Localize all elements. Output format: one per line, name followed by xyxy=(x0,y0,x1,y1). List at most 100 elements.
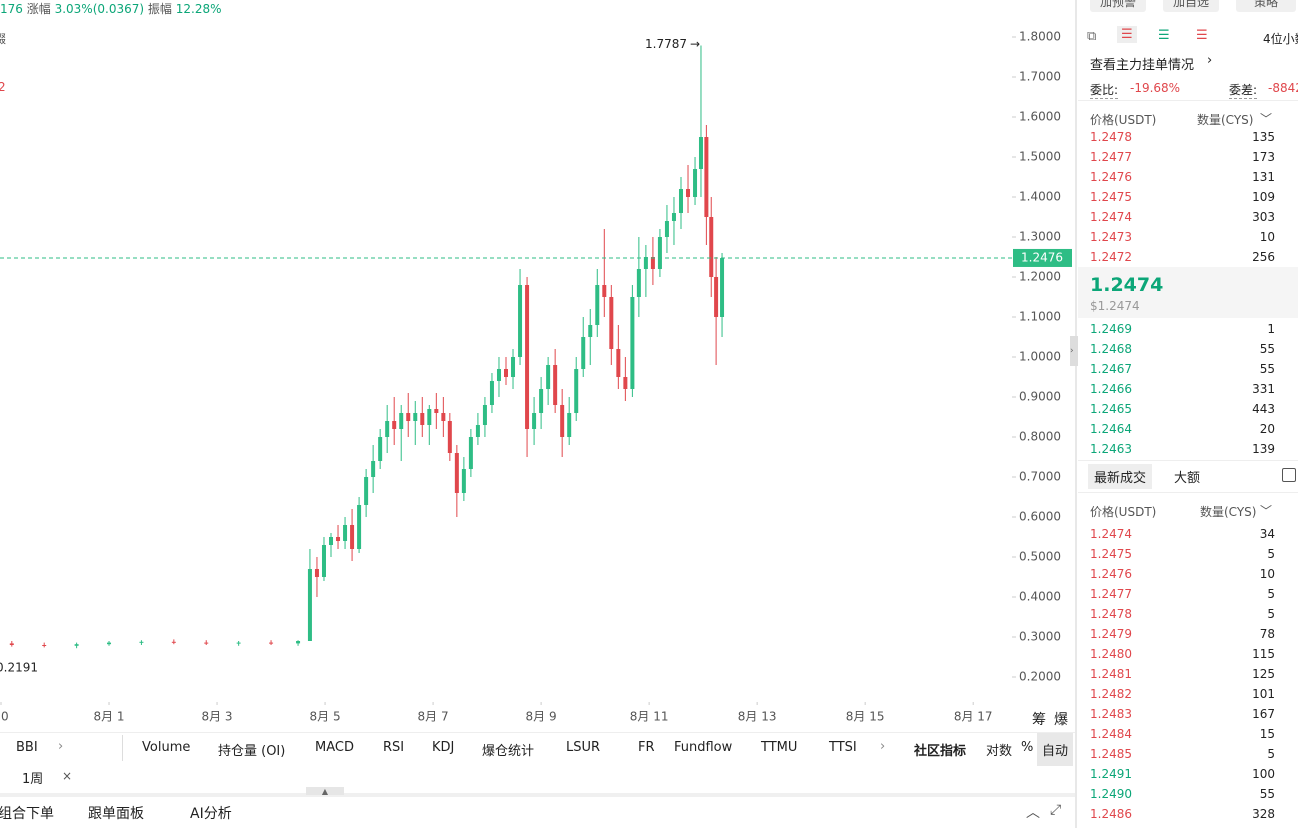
y-tick-label: 1.1000 xyxy=(1019,310,1061,324)
bottom-tab[interactable]: 跟单面板 xyxy=(88,806,144,822)
percent-toggle[interactable]: % xyxy=(1021,740,1034,755)
trades-tab[interactable]: 最新成交 xyxy=(1088,464,1153,489)
icon[interactable]: ☰ xyxy=(1117,26,1137,43)
community-indicators[interactable]: 社区指标 xyxy=(914,744,967,759)
indicator-tab[interactable]: KDJ xyxy=(432,740,455,755)
candle-body xyxy=(671,213,676,221)
change-label: 涨幅 xyxy=(26,2,51,16)
x-tick-label: 8月 9 xyxy=(526,710,557,724)
axis-button[interactable]: 爆 xyxy=(1054,712,1068,728)
expand-icon[interactable]: ⤢ xyxy=(1050,802,1062,818)
candle xyxy=(671,197,676,245)
price: 1.2490 xyxy=(1090,787,1132,801)
y-tick-label: 0.8000 xyxy=(1019,430,1061,444)
splitter-handle[interactable]: ▲ xyxy=(306,787,344,796)
indicator-tab[interactable]: Fundflow xyxy=(674,740,733,755)
price: 1.2464 xyxy=(1090,422,1132,436)
divider xyxy=(1078,460,1298,461)
price: 1.2486 xyxy=(1090,807,1132,821)
icon[interactable]: ⧉ xyxy=(1087,29,1097,44)
price: 1.2469 xyxy=(1090,322,1132,336)
min-annotation: 0.2191 xyxy=(0,661,38,675)
axis-button[interactable]: 筹 xyxy=(1032,712,1046,728)
indicator-tab[interactable]: RSI xyxy=(383,740,405,755)
indicator-bar: BBI › Volume 持仓量 (OI) MACD RSI KDJ 爆仓统计 LSUR FR… xyxy=(0,732,1075,766)
auto-toggle[interactable]: 自动 xyxy=(1037,733,1074,766)
indicator-tab[interactable]: TTSI xyxy=(829,740,857,755)
candle-body xyxy=(343,525,348,541)
candle-body xyxy=(511,357,516,377)
candle xyxy=(643,245,648,297)
candle-body xyxy=(350,525,355,549)
panel-toggle[interactable]: › xyxy=(1070,336,1078,366)
indicator-tab[interactable]: 持仓量 (OI) xyxy=(218,744,286,759)
trade-row: 1.2483 167 xyxy=(1090,704,1275,724)
collapse-icon[interactable]: ︿ xyxy=(1026,805,1040,821)
checkbox[interactable] xyxy=(1282,468,1296,482)
strategy-button[interactable]: 策略 xyxy=(1236,0,1296,12)
decimals-select[interactable]: 4位小数 xyxy=(1263,32,1298,46)
candle-body xyxy=(454,453,459,493)
splitter xyxy=(0,793,1075,797)
candle-body xyxy=(574,369,579,413)
quantity: 55 xyxy=(1259,787,1275,801)
y-tick-label: 0.7000 xyxy=(1019,470,1061,484)
candle xyxy=(441,397,446,437)
candle-body xyxy=(609,297,614,349)
candle-body xyxy=(336,537,341,541)
change: 3.03%(0.0367) xyxy=(54,2,145,16)
divider xyxy=(1078,492,1298,493)
candle-body xyxy=(329,537,334,545)
bottom-tab[interactable]: AI分析 xyxy=(190,806,232,822)
quantity: 328 xyxy=(1252,807,1275,821)
candle-body xyxy=(664,221,669,237)
icon[interactable]: ☰ xyxy=(1158,28,1170,43)
x-tick-label: 8月 11 xyxy=(630,710,669,724)
y-tick-label: 1.2000 xyxy=(1019,270,1061,284)
candle xyxy=(269,640,274,645)
main-orders-link[interactable]: 查看主力挂单情况 xyxy=(1090,58,1195,73)
indicator-tab[interactable]: MACD xyxy=(315,740,354,755)
chevron[interactable]: ﹀ xyxy=(1260,112,1273,126)
ask-row: 1.2472 256 xyxy=(1090,247,1275,267)
quantity: 167 xyxy=(1252,707,1275,721)
candle xyxy=(107,641,112,646)
indicator-tab[interactable]: Volume xyxy=(142,740,191,755)
candle-body xyxy=(616,349,621,377)
candle-body xyxy=(650,257,655,269)
indicator-tab[interactable]: FR xyxy=(638,740,655,755)
y-tick-label: 0.9000 xyxy=(1019,390,1061,404)
chevron[interactable]: › xyxy=(58,739,64,754)
candle xyxy=(518,269,523,365)
watch-button[interactable]: 加自选 xyxy=(1163,0,1219,12)
quantity: 15 xyxy=(1259,727,1275,741)
quantity: 131 xyxy=(1252,170,1275,184)
diff: -8842 xyxy=(1268,81,1298,95)
price: 1.2476 xyxy=(1090,170,1132,184)
chevron[interactable]: ﹀ xyxy=(1260,504,1273,518)
log-toggle[interactable]: 对数 xyxy=(986,744,1013,759)
indicator-tab[interactable]: 爆仓统计 xyxy=(482,744,535,759)
bid-row: 1.2463 139 xyxy=(1090,439,1275,459)
candle-body xyxy=(420,413,425,425)
candle-body xyxy=(602,285,607,297)
indicator-tab[interactable]: TTMU xyxy=(761,740,798,755)
arrow: → xyxy=(690,37,700,51)
quantity: 5 xyxy=(1267,587,1275,601)
close-icon[interactable]: × xyxy=(62,769,73,783)
interval-tab[interactable]: 1周 xyxy=(22,772,44,787)
indicator-tab[interactable]: LSUR xyxy=(566,740,601,755)
candle xyxy=(371,445,376,493)
candle xyxy=(9,641,14,647)
x-tick-label: 8月 13 xyxy=(738,710,777,724)
candle-body xyxy=(236,642,241,644)
trade-row: 1.2474 34 xyxy=(1090,524,1275,544)
price: 1.2476 xyxy=(1090,567,1132,581)
chevron[interactable]: › xyxy=(880,739,886,754)
icon[interactable]: ☰ xyxy=(1196,28,1208,43)
large-trades-tab[interactable]: 大额 xyxy=(1174,471,1201,486)
ratio-label: 委比: xyxy=(1090,83,1119,99)
indicator-tab[interactable]: BBI xyxy=(16,740,38,755)
bottom-tab[interactable]: 组合下单 xyxy=(0,806,54,822)
alert-button[interactable]: 加预警 xyxy=(1090,0,1146,12)
